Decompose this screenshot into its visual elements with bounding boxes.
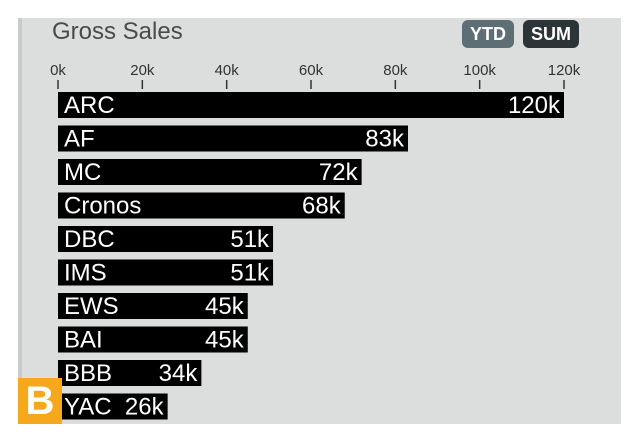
bar-category-label: IMS: [64, 260, 107, 287]
x-tick-label: 120k: [548, 62, 581, 79]
bar-category-label: DBC: [64, 226, 115, 253]
bar-group[interactable]: MC 72k: [58, 159, 362, 186]
bar-category-label: MC: [64, 159, 101, 186]
chart-title: Gross Sales: [52, 18, 183, 45]
bar[interactable]: [58, 326, 248, 353]
bar-group[interactable]: IMS 51k: [58, 259, 274, 287]
x-tick-label: 20k: [130, 62, 155, 79]
bar[interactable]: [58, 159, 362, 185]
x-tick-label: 40k: [215, 62, 240, 79]
bar[interactable]: [58, 360, 202, 386]
bar-category-label: BAI: [64, 327, 103, 354]
bar-category-label: YAC: [64, 394, 112, 421]
panel-left-edge: [18, 18, 22, 424]
bar-category-label: BBB: [64, 360, 112, 387]
bar-group[interactable]: EWS 45k: [58, 293, 248, 320]
bar-group[interactable]: DBC 51k: [58, 226, 274, 253]
bar-value-label: 120k: [508, 92, 561, 119]
bar-value-label: 26k: [125, 394, 165, 421]
bar-value-label: 34k: [159, 360, 199, 387]
ytd-button[interactable]: YTD: [462, 20, 514, 48]
bar-value-label: 45k: [205, 327, 245, 354]
bar-value-label: 45k: [205, 293, 245, 320]
bar[interactable]: [58, 259, 274, 286]
bar-group[interactable]: Cronos 68k: [58, 192, 345, 220]
bar-group[interactable]: BAI 45k: [58, 326, 248, 354]
x-tick-label: 0k: [50, 62, 66, 79]
bar-group[interactable]: AF 83k: [58, 125, 408, 153]
bar[interactable]: [58, 226, 274, 252]
bar-value-label: 72k: [319, 159, 359, 186]
chart-panel: [18, 18, 621, 424]
bar[interactable]: [58, 92, 564, 118]
logo-badge: B: [18, 378, 62, 424]
bar-value-label: 68k: [302, 193, 342, 220]
x-tick-label: 80k: [383, 62, 408, 79]
bar-category-label: ARC: [64, 92, 115, 119]
bar-group[interactable]: YAC 26k: [58, 393, 168, 421]
bar-group[interactable]: BBB 34k: [58, 360, 202, 387]
x-tick-label: 60k: [299, 62, 324, 79]
bar-group[interactable]: ARC 120k: [58, 92, 564, 119]
bar-value-label: 51k: [230, 260, 270, 287]
bar-value-label: 51k: [230, 226, 270, 253]
bar-value-label: 83k: [365, 126, 405, 153]
bar[interactable]: [58, 125, 408, 152]
bar[interactable]: [58, 192, 345, 219]
bar-category-label: Cronos: [64, 193, 141, 220]
bar[interactable]: [58, 393, 168, 420]
bar[interactable]: [58, 293, 248, 319]
sum-button[interactable]: SUM: [523, 20, 579, 48]
x-tick-label: 100k: [463, 62, 496, 79]
bar-category-label: AF: [64, 126, 95, 153]
bar-category-label: EWS: [64, 293, 119, 320]
